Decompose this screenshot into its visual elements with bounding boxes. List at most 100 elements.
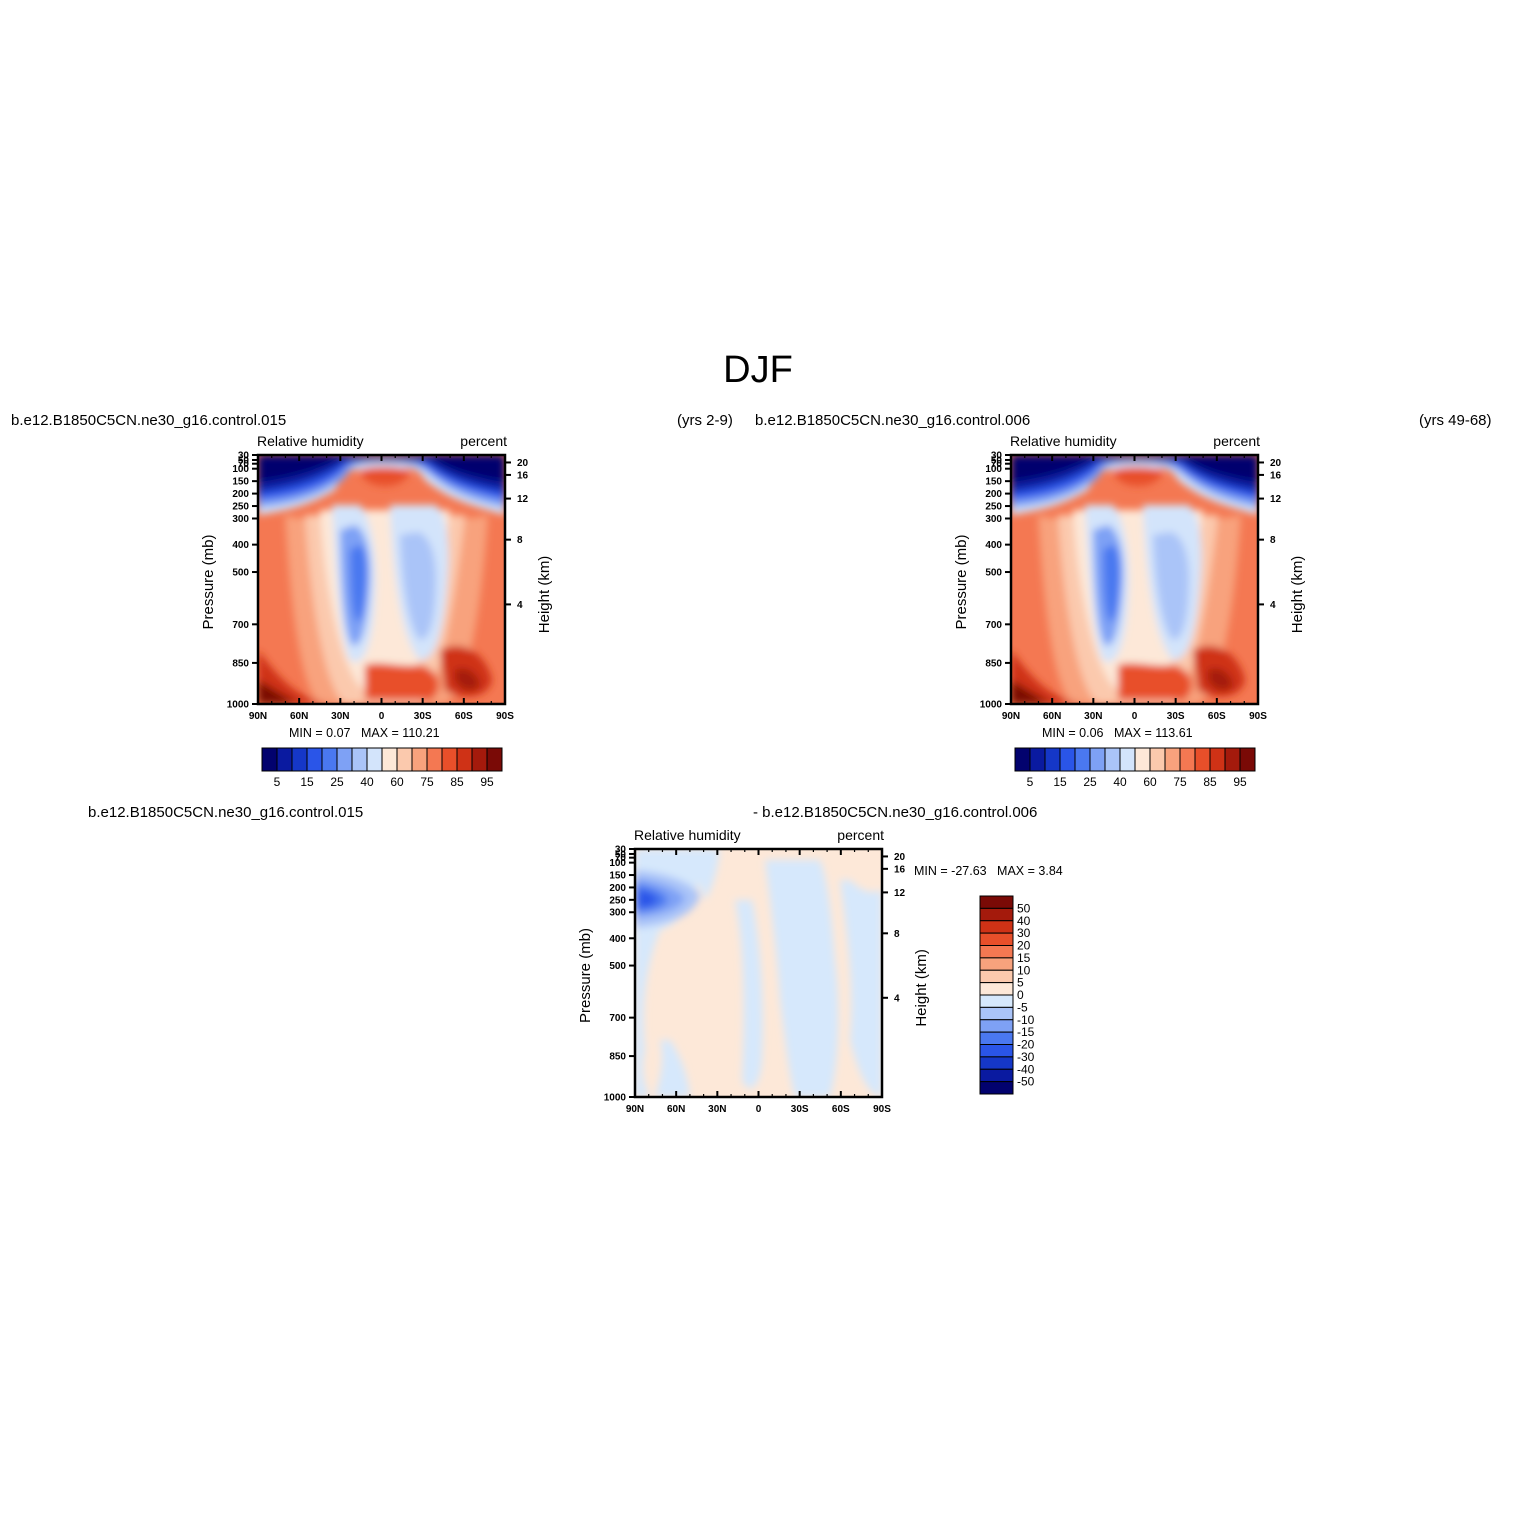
panel1-height-tick-label: 8 <box>517 535 523 546</box>
panel3-colorbar-label: -40 <box>1017 1062 1035 1076</box>
panel3-colorbar-label: 20 <box>1017 939 1031 953</box>
panel1-height-tick-label: 12 <box>517 494 529 505</box>
panel2-colorbar-box <box>1119 747 1136 772</box>
panel1-colorbar-box <box>456 747 473 772</box>
panel2-y-tick-label: 100 <box>985 464 1002 475</box>
panel2-colorbar-label: 25 <box>1083 775 1097 789</box>
panel3-colorbar-box <box>979 895 1014 909</box>
panel1-contour-field <box>258 455 505 704</box>
panel3-y-tick-label: 30 <box>615 845 627 856</box>
panel1-colorbar-box <box>471 747 488 772</box>
panel3-colorbar-label: 50 <box>1017 901 1031 915</box>
panel2-colorbar-box <box>1044 747 1061 772</box>
panel3-right-axis-label: Height (km) <box>913 949 930 1027</box>
panel2-min-max-part: 0.06 <box>1079 726 1103 740</box>
panel1-colorbar-box <box>426 747 443 772</box>
panel3-height-tick-label: 8 <box>894 929 900 940</box>
panel1-y-tick-label: 50 <box>238 455 250 466</box>
panel1-x-tick-label: 90S <box>496 711 514 722</box>
panel1-height-tick-label: 20 <box>517 458 529 469</box>
panel3-colorbar-box <box>979 1068 1014 1083</box>
panel3-y-tick-label: 700 <box>609 1013 626 1024</box>
panel1-min-max-part: MIN = <box>289 726 323 740</box>
panel1-min-max-part: 110.21 <box>402 726 439 740</box>
panel2-height-tick-label: 4 <box>1270 600 1276 611</box>
panel3-colorbar-label: -5 <box>1017 1000 1028 1014</box>
panel3-height-tick-label: 12 <box>894 888 906 899</box>
panel3-colorbar-box <box>979 920 1014 934</box>
panel3-colorbar-box <box>979 1006 1014 1021</box>
panel3-colorbar-label: 0 <box>1017 988 1024 1002</box>
panel2-colorbar-label: 60 <box>1143 775 1157 789</box>
panel1-min-max-part: 0.07 <box>326 726 350 740</box>
panel3-height-tick-label: 20 <box>894 852 906 863</box>
panel2-y-tick-label: 300 <box>985 514 1002 525</box>
panel1-x-tick-label: 0 <box>379 711 385 722</box>
panel2-colorbar-label: 85 <box>1203 775 1217 789</box>
panel1-y-tick-label: 300 <box>232 514 249 525</box>
panel2-colorbar-box <box>1239 747 1256 772</box>
panel3-height-tick-label: 4 <box>894 993 900 1004</box>
panel2-colorbar-box <box>1059 747 1076 772</box>
panel3-colorbar-box <box>979 945 1014 959</box>
panel1-y-tick-label: 400 <box>232 540 249 551</box>
panel2-colorbar-box <box>1194 747 1211 772</box>
panel1-min-max: MIN = 0.07 MAX = 110.21 <box>289 726 440 740</box>
panel1-y-tick-label: 500 <box>232 568 249 579</box>
panel1-y-tick-label: 30 <box>238 451 250 462</box>
panel1-colorbar-label: 25 <box>330 775 344 789</box>
panel3-colorbar-box <box>979 907 1014 922</box>
panel1-colorbar-box <box>396 747 413 772</box>
panel3-x-tick-label: 30S <box>791 1104 809 1115</box>
panel1-colorbar-box <box>366 747 383 772</box>
figure-title: DJF <box>723 349 793 391</box>
panel2-min-max-part: 113.61 <box>1155 726 1192 740</box>
panel3-y-tick-label: 150 <box>609 871 626 882</box>
panel1-colorbar-box <box>276 747 293 772</box>
panel1-colorbar-box <box>486 747 503 772</box>
panel1-min-max-part: MAX = <box>361 726 399 740</box>
panel2-colorbar-label: 40 <box>1113 775 1127 789</box>
panel1-right-axis-label: Height (km) <box>536 556 553 634</box>
panel2-colorbar-label: 5 <box>1027 775 1034 789</box>
panel3-colorbar-label: -10 <box>1017 1013 1035 1027</box>
panel2-height-tick-label: 16 <box>1270 470 1282 481</box>
panel3-y-tick-label: 50 <box>615 849 627 860</box>
panel3-y-tick-label: 200 <box>609 883 626 894</box>
panel3-units: percent <box>837 827 884 843</box>
panel3-y-tick-label: 400 <box>609 934 626 945</box>
panel1-colorbar-label: 95 <box>480 775 494 789</box>
panel2-colorbar-box <box>1014 747 1031 772</box>
panel2-x-tick-label: 30N <box>1084 711 1102 722</box>
panel2-y-tick-label: 850 <box>985 658 1002 669</box>
panel2-height-tick-label: 20 <box>1270 458 1282 469</box>
panel3-min-max-part: 3.84 <box>1038 864 1062 878</box>
panel2-variable-title: Relative humidity <box>1010 433 1117 449</box>
panel2-y-tick-label: 250 <box>985 502 1002 513</box>
panel1-min-max-part <box>351 726 361 740</box>
panel1-y-tick-label: 700 <box>232 620 249 631</box>
panel2-height-tick-label: 12 <box>1270 494 1282 505</box>
panel2-y-tick-label: 400 <box>985 540 1002 551</box>
panel2-x-tick-label: 60N <box>1043 711 1061 722</box>
panel3-min-max-part: -27.63 <box>951 864 986 878</box>
panel3-case-b: - b.e12.B1850C5CN.ne30_g16.control.006 <box>753 804 1037 821</box>
panel3-colorbar-label: -15 <box>1017 1025 1035 1039</box>
panel3-y-tick-label: 1000 <box>604 1093 627 1104</box>
panel2-x-tick-label: 0 <box>1132 711 1138 722</box>
panel1-colorbar-box <box>336 747 353 772</box>
panel1-x-tick-label: 90N <box>249 711 267 722</box>
panel1-y-tick-label: 70 <box>238 459 250 470</box>
panel2-colorbar-box <box>1029 747 1046 772</box>
panel3-variable-title: Relative humidity <box>634 827 741 843</box>
panel3-contour-field <box>635 849 882 1097</box>
panel2-y-tick-label: 150 <box>985 477 1002 488</box>
panel3-colorbar-box <box>979 982 1014 996</box>
panel2-colorbar-label: 95 <box>1233 775 1247 789</box>
panel3-x-tick-label: 90N <box>626 1104 644 1115</box>
panel1-variable-title: Relative humidity <box>257 433 364 449</box>
panel2-colorbar-box <box>1224 747 1241 772</box>
panel3-colorbar-label: 40 <box>1017 914 1031 928</box>
panel3-y-tick-label: 850 <box>609 1052 626 1063</box>
